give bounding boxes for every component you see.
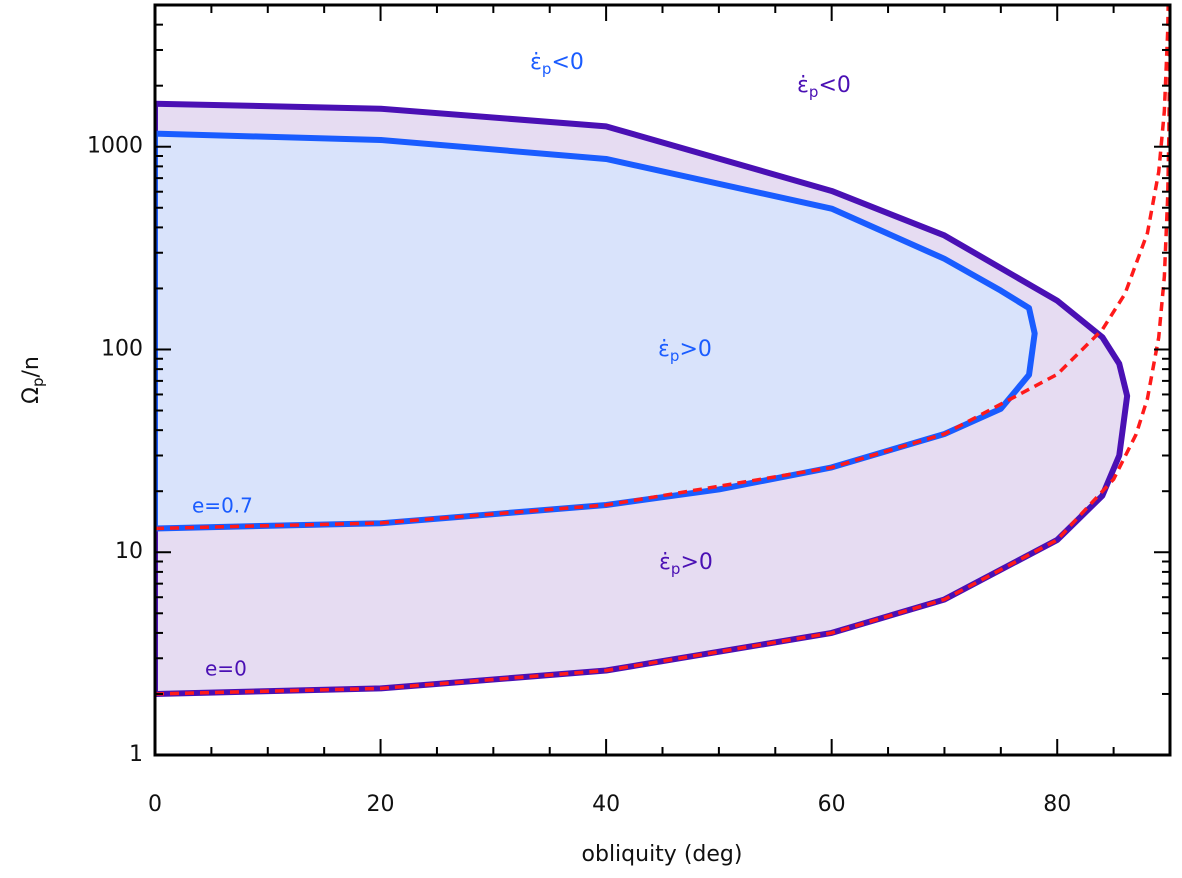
- annotation-symbol: ε̇: [530, 50, 542, 75]
- dashed-curve: [155, 5, 1170, 531]
- y-axis-label: Ωp/n: [19, 356, 47, 404]
- y-tick-label: 100: [101, 336, 143, 361]
- region-curve: [155, 130, 1038, 532]
- annotation: ε̇p>0: [658, 337, 712, 365]
- y-tick-label: 1000: [87, 134, 143, 159]
- series-label: e=0: [205, 657, 247, 681]
- annotation-sub: p: [670, 347, 680, 365]
- y-label-rest: /n: [19, 356, 44, 377]
- x-axis-label: obliquity (deg): [582, 842, 743, 867]
- y-label-main: Ω: [19, 387, 44, 404]
- annotation-rest: >0: [679, 337, 711, 362]
- x-tick-label: 40: [592, 792, 620, 817]
- annotation-sub: p: [671, 560, 681, 578]
- y-label-sub: p: [29, 378, 47, 388]
- x-tick-label: 20: [367, 792, 395, 817]
- x-tick-label: 60: [818, 792, 846, 817]
- y-tick-label: 10: [115, 539, 143, 564]
- x-tick-label: 0: [148, 792, 162, 817]
- annotation-rest: <0: [551, 50, 583, 75]
- x-tick-label: 80: [1043, 792, 1071, 817]
- annotation-rest: >0: [680, 550, 712, 575]
- annotation-rest: <0: [818, 73, 850, 98]
- annotation-symbol: ε̇: [658, 337, 670, 362]
- annotation: ε̇p<0: [797, 73, 851, 101]
- axes: 0 20 40 60 80 1 10 100 1000: [87, 3, 1172, 817]
- annotation-symbol: ε̇: [797, 73, 809, 98]
- series-label: e=0.7: [192, 494, 253, 518]
- annotation: ε̇p<0: [530, 50, 584, 78]
- annotation-symbol: ε̇: [659, 550, 671, 575]
- annotation: ε̇p>0: [659, 550, 713, 578]
- annotation-sub: p: [809, 83, 819, 101]
- plot-area: [155, 5, 1170, 697]
- annotation-sub: p: [542, 60, 552, 78]
- y-tick-label: 1: [129, 742, 143, 767]
